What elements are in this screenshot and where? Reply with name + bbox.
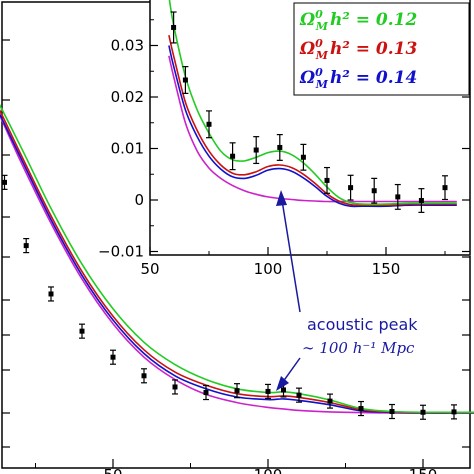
main-series-line bbox=[0, 103, 474, 414]
legend-superscript: 0 bbox=[315, 66, 323, 79]
inset-series-line bbox=[168, 0, 457, 206]
inset-data-point bbox=[277, 144, 283, 150]
inset-y-tick-label: −0.01 bbox=[98, 243, 144, 261]
main-data-point bbox=[327, 398, 333, 404]
legend-superscript: 0 bbox=[315, 8, 323, 21]
inset-data-point bbox=[230, 153, 236, 159]
annotation-arrowhead-up bbox=[276, 190, 287, 206]
main-x-ticks: 50 100 150 bbox=[35, 459, 438, 474]
main-data-point bbox=[389, 409, 395, 415]
main-data-point bbox=[203, 390, 209, 396]
legend-value: h² = 0.13 bbox=[330, 39, 417, 59]
legend-subscript: M bbox=[315, 20, 329, 33]
inset-data-point bbox=[442, 185, 448, 191]
inset-frame bbox=[149, 0, 471, 256]
inset-data-point bbox=[253, 147, 259, 153]
main-series bbox=[0, 103, 474, 414]
annotation-label: acoustic peak bbox=[307, 315, 418, 334]
inset-series-line bbox=[168, 45, 457, 208]
main-data-point bbox=[141, 373, 147, 379]
annotation: acoustic peak ∼ 100 h⁻¹ Mpc bbox=[276, 190, 418, 391]
main-data-point bbox=[296, 392, 302, 398]
legend-symbol: Ω bbox=[299, 10, 315, 30]
annotation-arrow-up bbox=[280, 193, 301, 313]
inset-data-point bbox=[171, 24, 177, 30]
legend-value: h² = 0.14 bbox=[330, 68, 417, 88]
inset-series-line bbox=[168, 55, 457, 203]
inset-data-point bbox=[206, 121, 212, 127]
inset-points bbox=[170, 11, 448, 213]
inset-data-point bbox=[418, 198, 424, 204]
inset-data-point bbox=[395, 194, 401, 200]
main-points bbox=[1, 174, 457, 420]
legend-value: h² = 0.12 bbox=[330, 10, 417, 30]
legend-box bbox=[293, 2, 470, 96]
legend-subscript: M bbox=[315, 49, 329, 62]
annotation-arrowhead-down bbox=[276, 376, 289, 391]
main-x-tick-label: 50 bbox=[103, 466, 122, 474]
main-data-point bbox=[2, 179, 7, 185]
main-data-point bbox=[420, 409, 426, 415]
legend-superscript: 0 bbox=[315, 37, 323, 50]
main-x-tick-label: 150 bbox=[409, 466, 438, 474]
inset-data-point bbox=[324, 177, 330, 183]
main-data-point bbox=[172, 384, 178, 390]
inset-data-point bbox=[182, 77, 188, 83]
inset-x-tick-label: 50 bbox=[140, 260, 159, 278]
legend-symbol: Ω bbox=[299, 68, 315, 88]
inset-y-tick-label: 0.02 bbox=[111, 88, 144, 106]
legend-symbol: Ω bbox=[299, 39, 315, 59]
inset-series bbox=[168, 0, 457, 208]
main-data-point bbox=[451, 409, 457, 415]
main-data-point bbox=[358, 406, 364, 412]
inset-y-tick-label: 0 bbox=[134, 191, 144, 209]
inset-series-line bbox=[168, 35, 457, 207]
inset-x-ticks: 50 100 150 bbox=[140, 247, 446, 278]
main-data-point bbox=[265, 388, 271, 394]
main-data-point bbox=[110, 354, 116, 360]
main-data-point bbox=[79, 328, 85, 334]
inset-y-ticks: −0.01 0 0.01 0.02 0.03 bbox=[98, 19, 470, 261]
inset-x-tick-label: 100 bbox=[254, 260, 283, 278]
main-data-point bbox=[48, 291, 54, 297]
annotation-sublabel: ∼ 100 h⁻¹ Mpc bbox=[302, 339, 415, 357]
inset-y-tick-label: 0.03 bbox=[111, 37, 144, 55]
main-x-tick-label: 100 bbox=[254, 466, 283, 474]
inset-x-tick-label: 150 bbox=[372, 260, 401, 278]
inset-data-point bbox=[300, 154, 306, 160]
main-data-point bbox=[281, 387, 286, 393]
main-data-point bbox=[234, 388, 240, 394]
inset-data-point bbox=[371, 188, 377, 194]
legend-subscript: M bbox=[315, 78, 329, 91]
main-data-point bbox=[23, 243, 29, 249]
inset-data-point bbox=[348, 185, 354, 191]
inset-y-tick-label: 0.01 bbox=[111, 140, 144, 158]
